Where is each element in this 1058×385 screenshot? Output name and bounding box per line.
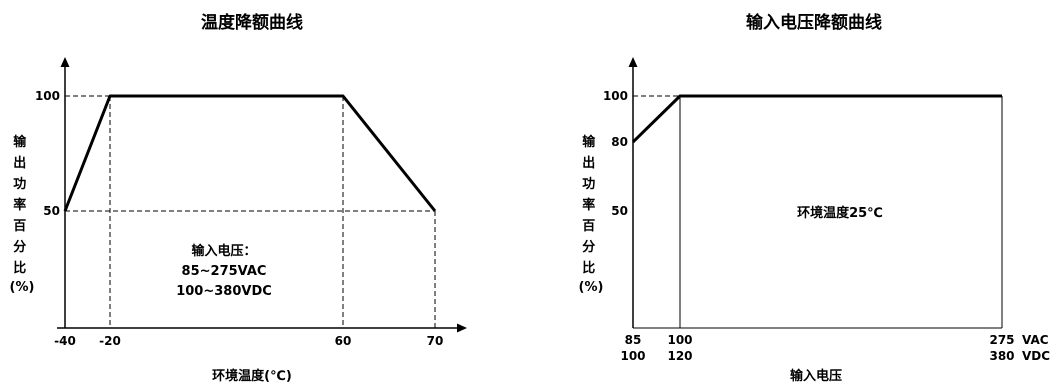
x-tick-label: 275 xyxy=(989,333,1014,347)
y-tick-label: 50 xyxy=(43,204,60,218)
x-tick-label: -40 xyxy=(54,334,76,348)
y-tick-label: 80 xyxy=(611,135,628,149)
annotation-line: 85~275VAC xyxy=(182,264,267,279)
derating-line xyxy=(631,94,1002,144)
annotation-line: 输入电压： xyxy=(191,243,256,259)
y-tick-label: 100 xyxy=(603,89,628,103)
x-tick-label: 85 xyxy=(625,333,642,347)
x-unit-label: VDC xyxy=(1022,349,1050,363)
y-label-char: 率 xyxy=(13,197,26,213)
x-tick-label: 120 xyxy=(667,349,692,363)
y-label-char: 出 xyxy=(13,155,26,171)
annotation-line: 100~380VDC xyxy=(176,284,272,299)
y-label-char: 比 xyxy=(582,260,595,276)
y-label-char: 输 xyxy=(13,134,27,150)
y-label-char: 比 xyxy=(13,260,26,276)
y-label-char: 百 xyxy=(13,219,26,234)
input-voltage-derating-chart: 输入电压降额曲线 100 80 50 85 100 275 VAC 100 12… xyxy=(579,12,1051,384)
x-tick-label: 100 xyxy=(620,349,645,363)
y-label-char: 输 xyxy=(582,134,596,150)
chart-title: 温度降额曲线 xyxy=(201,12,303,33)
chart-title: 输入电压降额曲线 xyxy=(746,12,882,33)
y-label-char: 功 xyxy=(582,177,595,192)
x-axis-arrow xyxy=(457,323,467,333)
y-axis-label: 输 出 功 率 百 分 比 (%) xyxy=(10,134,35,295)
y-label-char: 分 xyxy=(13,239,26,255)
y-axis-arrow xyxy=(628,57,638,67)
y-tick-label: 100 xyxy=(35,89,60,103)
x-tick-label: 60 xyxy=(335,334,352,348)
x-axis-label: 环境温度(℃) xyxy=(212,368,292,384)
derating-line xyxy=(63,94,437,212)
y-tick-label: 50 xyxy=(611,204,628,218)
y-label-char: (%) xyxy=(10,280,35,295)
y-label-char: 百 xyxy=(582,219,595,234)
y-label-char: 分 xyxy=(582,239,595,255)
y-label-char: 功 xyxy=(13,177,26,192)
y-label-char: 出 xyxy=(582,155,595,171)
x-tick-label: 70 xyxy=(427,334,444,348)
y-label-char: (%) xyxy=(579,280,604,295)
temperature-derating-chart: 温度降额曲线 100 50 -40 -20 60 70 输 出 功 率 百 分 … xyxy=(10,12,467,384)
y-axis-arrow xyxy=(60,57,70,67)
x-unit-label: VAC xyxy=(1022,333,1049,347)
y-axis-label: 输 出 功 率 百 分 比 (%) xyxy=(579,134,604,295)
x-tick-label: -20 xyxy=(99,334,121,348)
annotation-line: 环境温度25℃ xyxy=(797,205,883,221)
x-tick-label: 100 xyxy=(667,333,692,347)
x-axis-label: 输入电压 xyxy=(790,368,842,384)
x-tick-label: 380 xyxy=(989,349,1014,363)
y-label-char: 率 xyxy=(582,197,595,213)
